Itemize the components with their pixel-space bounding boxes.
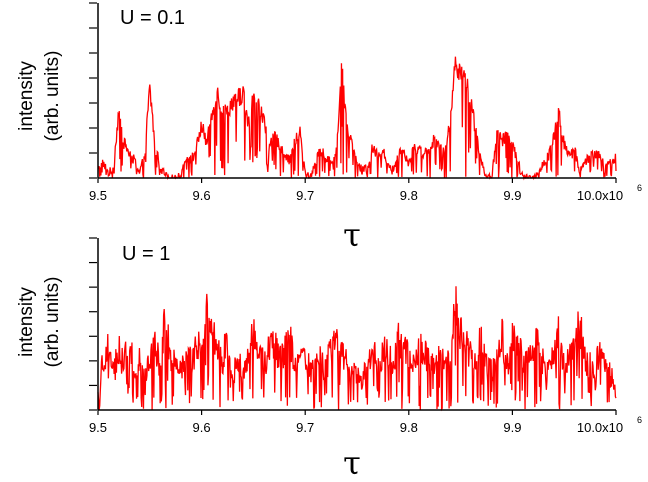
x-tick-label-top-5: 10.0x10: [577, 188, 623, 203]
plot-area-top: 9.5 9.6 9.7 9.8 9.9 10.0x10 6: [89, 2, 642, 203]
x-tick-label-top-1: 9.6: [193, 188, 211, 203]
panel-bottom: 9.5 9.6 9.7 9.8 9.9 10.0x10 6 U = 1 intensity …: [16, 237, 642, 482]
x-tick-label-top-2: 9.7: [296, 188, 314, 203]
x-tick-label-bottom-2: 9.7: [296, 420, 314, 435]
xlabel-top: τ: [343, 216, 361, 254]
ylabel-line1-bottom: intensity: [16, 287, 37, 357]
x-tick-label-bottom-5: 10.0x10: [577, 420, 623, 435]
series-line-top: [97, 56, 617, 181]
x-tick-label-top-3: 9.8: [400, 188, 418, 203]
x-tick-label-top-0: 9.5: [89, 188, 107, 203]
annotation-top: U = 0.1: [120, 7, 185, 29]
x-tick-label-bottom-3: 9.8: [400, 420, 418, 435]
ylabel-line2-top: (arb. units): [42, 51, 63, 142]
xlabel-bottom: τ: [343, 444, 361, 482]
x-tick-label-bottom-1: 9.6: [193, 420, 211, 435]
ylabel-line2-bottom: (arb. units): [42, 277, 63, 368]
x-exponent-bottom: 6: [637, 415, 642, 425]
annotation-bottom: U = 1: [122, 243, 170, 265]
panel-top: 9.5 9.6 9.7 9.8 9.9 10.0x10 6 U = 0.1 intensit…: [16, 2, 642, 254]
x-exponent-top: 6: [637, 183, 642, 193]
x-tick-label-bottom-0: 9.5: [89, 420, 107, 435]
series-line-bottom: [97, 286, 617, 412]
x-tick-label-top-4: 9.9: [503, 188, 521, 203]
ylabel-line1-top: intensity: [16, 61, 37, 131]
plot-area-bottom: 9.5 9.6 9.7 9.8 9.9 10.0x10 6: [89, 237, 642, 435]
x-tick-label-bottom-4: 9.9: [503, 420, 521, 435]
